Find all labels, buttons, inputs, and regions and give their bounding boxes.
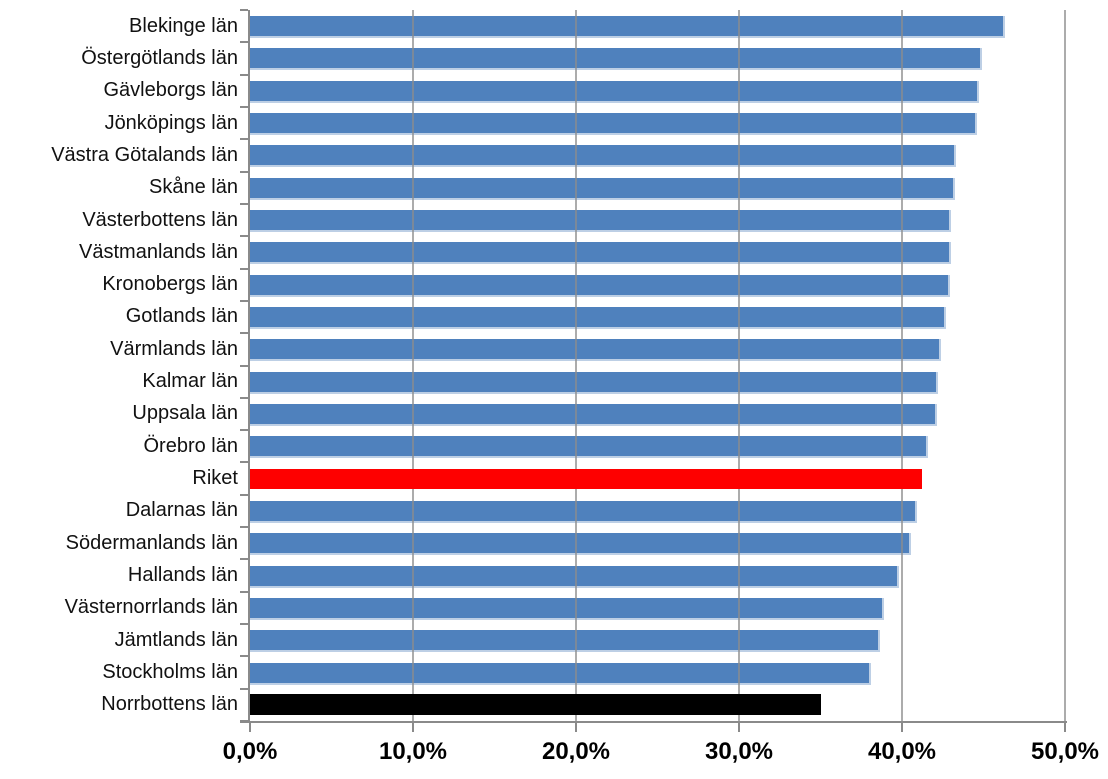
gridline-40: [901, 10, 903, 721]
x-axis-tick-label: 50,0%: [1030, 738, 1100, 765]
y-axis-tick: [240, 590, 248, 593]
y-axis-tick: [240, 429, 248, 432]
x-axis-tick-labels: 0,0% 10,0% 20,0% 30,0% 40,0% 50,0%: [0, 738, 1108, 778]
bar-gotlands-l-n: [250, 307, 947, 330]
y-axis-tick: [240, 558, 248, 561]
category-label: Dalarnas län: [125, 499, 238, 522]
category-label: Örebro län: [143, 434, 239, 457]
x-axis-tick: [901, 723, 903, 732]
bar-norrbottens-l-n: [250, 694, 821, 716]
bar-stockholms-l-n: [250, 662, 872, 685]
y-axis-tick: [240, 623, 248, 626]
x-axis-tick: [575, 723, 577, 732]
x-axis-tick-label: 10,0%: [378, 738, 448, 765]
category-label: Stockholms län: [102, 660, 238, 683]
x-axis-tick-label: 30,0%: [704, 738, 774, 765]
category-label: Östergötlands län: [81, 46, 238, 69]
bar--sterg-tlands-l-n: [250, 48, 983, 71]
gridline-50: [1064, 10, 1066, 721]
category-label: Södermanlands län: [65, 531, 238, 554]
y-axis-tick: [240, 202, 248, 205]
plot-area: [240, 9, 1067, 732]
category-label: Kronobergs län: [102, 273, 238, 296]
x-axis-tick-label: 20,0%: [541, 738, 611, 765]
bar-kronobergs-l-n: [250, 274, 950, 297]
y-axis-tick: [240, 105, 248, 108]
x-axis-tick: [738, 723, 740, 732]
y-axis-tick: [240, 267, 248, 270]
category-label: Jämtlands län: [114, 628, 238, 651]
x-axis-tick: [412, 723, 414, 732]
bar-v-stmanlands-l-n: [250, 242, 952, 265]
y-axis-tick: [240, 364, 248, 367]
gridline-20: [575, 10, 577, 721]
bar-v-stra-g-talands-l-n: [250, 145, 957, 168]
bar-v-rmlands-l-n: [250, 339, 942, 362]
category-label: Gävleborgs län: [103, 79, 238, 102]
category-label: Uppsala län: [132, 402, 238, 425]
y-axis-tick: [240, 9, 248, 11]
bar-v-sterbottens-l-n: [250, 210, 952, 233]
category-label: Västmanlands län: [79, 240, 238, 263]
y-axis-tick: [240, 41, 248, 44]
category-label: Blekinge län: [129, 14, 238, 37]
bar-v-sternorrlands-l-n: [250, 597, 885, 620]
bar-riket: [250, 468, 922, 489]
y-axis-tick: [240, 235, 248, 238]
bar-dalarnas-l-n: [250, 500, 918, 523]
y-axis-tick: [240, 461, 248, 464]
x-axis-tick: [249, 723, 251, 732]
bar-blekinge-l-n: [250, 16, 1006, 39]
category-label: Norrbottens län: [101, 693, 238, 716]
bar-j-mtlands-l-n: [250, 630, 880, 653]
x-axis-tick-label: 40,0%: [867, 738, 937, 765]
category-label: Gotlands län: [125, 305, 238, 328]
y-axis-tick: [240, 687, 248, 690]
category-label: Västra Götalands län: [51, 143, 238, 166]
category-label: Hallands län: [127, 563, 238, 586]
category-label: Jönköpings län: [104, 111, 238, 134]
y-axis-tick: [240, 655, 248, 658]
y-axis-tick: [240, 526, 248, 529]
category-label: Västernorrlands län: [64, 596, 238, 619]
category-label: Värmlands län: [110, 337, 238, 360]
x-axis-line: [240, 721, 1067, 723]
y-axis-tick: [240, 138, 248, 141]
category-label: Riket: [192, 467, 238, 490]
gridline-30: [738, 10, 740, 721]
x-axis-tick: [1064, 723, 1066, 732]
gridline-10: [412, 10, 414, 721]
x-axis-tick-label: 0,0%: [222, 738, 278, 765]
bar--rebro-l-n: [250, 436, 929, 459]
y-axis-tick: [240, 73, 248, 76]
y-axis-tick: [240, 493, 248, 496]
bar-sk-ne-l-n: [250, 177, 955, 200]
bar-s-dermanlands-l-n: [250, 533, 911, 556]
category-label: Västerbottens län: [82, 208, 238, 231]
bar-uppsala-l-n: [250, 403, 937, 426]
category-label: Skåne län: [149, 176, 238, 199]
y-axis-tick: [240, 396, 248, 399]
y-axis-tick: [240, 332, 248, 335]
y-axis-tick: [240, 299, 248, 302]
category-label: Kalmar län: [142, 370, 238, 393]
y-axis-category-labels: Blekinge län Östergötlands län Gävleborgs …: [0, 10, 238, 721]
bar-kalmar-l-n: [250, 371, 939, 394]
y-axis-line: [248, 10, 250, 723]
bar-g-vleborgs-l-n: [250, 80, 979, 103]
y-axis-tick: [240, 170, 248, 173]
bar-j-nk-pings-l-n: [250, 113, 978, 136]
